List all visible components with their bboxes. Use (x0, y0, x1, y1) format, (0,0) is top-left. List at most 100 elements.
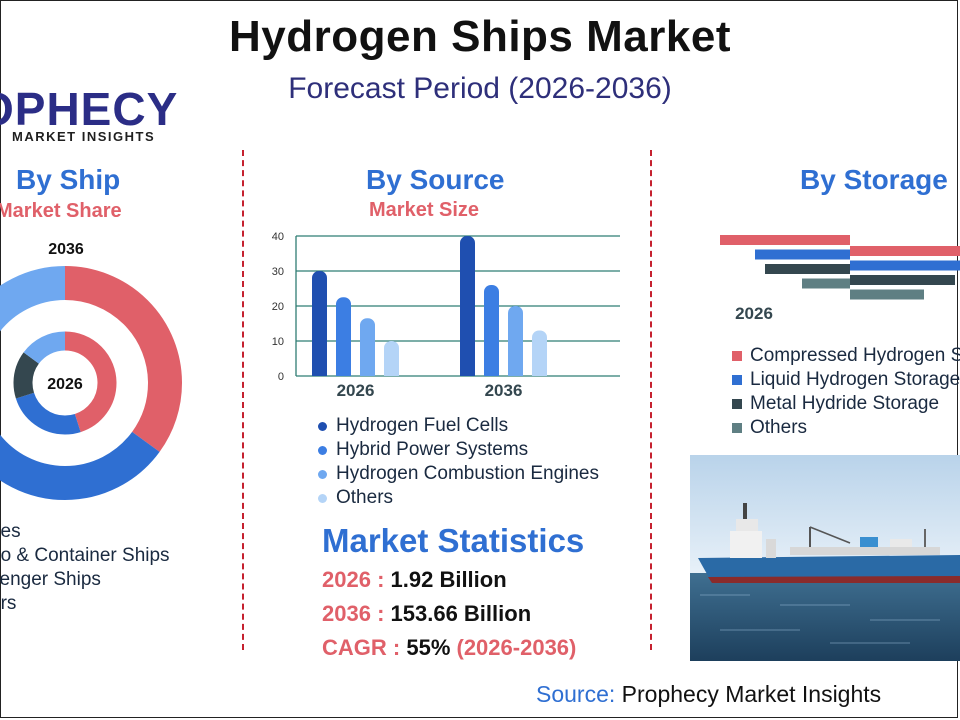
storage-legend-label: Liquid Hydrogen Storage (750, 369, 960, 390)
bar-base-2026-1 (312, 368, 327, 376)
donut-outer-year-label: 2036 (48, 241, 84, 258)
ship-legend-item: ers (0, 592, 170, 616)
stat-sep: : (386, 635, 407, 660)
source-legend-item: Others (318, 486, 599, 510)
stat-sep: : (370, 601, 391, 626)
ship-legend-item: go & Container Ships (0, 544, 170, 568)
storage-legend-item: Metal Hydride Storage (732, 392, 960, 416)
source-legend-item: Hydrogen Combustion Engines (318, 462, 599, 486)
source-legend-label: Hybrid Power Systems (336, 439, 529, 460)
market-statistics-title: Market Statistics (322, 522, 585, 559)
donut-segment-2036-2 (0, 266, 182, 500)
bar-2036-4 (532, 330, 547, 376)
ship-donut-chart: 2036 2026 (0, 241, 182, 500)
bar-2026-2 (336, 297, 351, 376)
logo-wordmark: OPHECY (0, 83, 179, 135)
storage-legend-swatch (732, 375, 742, 385)
bar-2036-2 (484, 285, 499, 376)
storage-bar-left-2 (755, 249, 850, 260)
source-credit: Source: Prophecy Market Insights (536, 681, 881, 708)
bar-base-2026-2 (336, 368, 351, 376)
ship-legend-label: senger Ships (0, 569, 101, 590)
donut-inner-year-label: 2026 (47, 376, 83, 393)
storage-legend-swatch (732, 351, 742, 361)
storage-bar-left-3 (765, 264, 850, 274)
source-legend-label: Others (336, 487, 394, 508)
bar-base-2036-1 (460, 368, 475, 376)
source-legend-swatch (318, 421, 327, 431)
donut-segment-2026-4 (13, 331, 117, 435)
by-ship-subheading: Market Share (0, 200, 122, 222)
storage-category-label: 2026 (735, 304, 773, 323)
storage-bar-right-2 (850, 260, 960, 271)
ship-photo (690, 455, 960, 661)
donut-segment-2036-4 (0, 266, 182, 500)
source-legend-item: Hybrid Power Systems (318, 438, 599, 462)
stat-key: 2026 (322, 567, 371, 592)
bar-base-2036-3 (508, 368, 523, 376)
ship-legend-label: go & Container Ships (0, 545, 170, 566)
storage-legend: Compressed Hydrogen Sto Liquid Hydrogen S… (732, 344, 960, 440)
bar-y-tick-label: 20 (272, 301, 284, 313)
bar-y-tick-label: 30 (272, 266, 284, 278)
section-divider-left (242, 150, 244, 650)
storage-legend-swatch (732, 423, 742, 433)
page-subtitle: Forecast Period (2026-2036) (288, 72, 672, 105)
ship-legend-item: ries (0, 520, 170, 544)
stat-sep: : (370, 567, 391, 592)
ship-legend: ries go & Container Ships senger Ships ers (0, 520, 170, 616)
stat-period: (2026-2036) (456, 635, 577, 660)
storage-legend-item: Others (732, 416, 960, 440)
bar-y-tick-label: 0 (278, 371, 284, 383)
section-divider-right (650, 150, 652, 650)
bar-y-tick-label: 40 (272, 231, 284, 243)
source-bar-chart: 0 10 20 30 40 2026 2036 (272, 231, 620, 400)
source-legend-label: Hydrogen Fuel Cells (336, 415, 509, 436)
bar-base-2036-4 (532, 368, 547, 376)
ship-legend-item: senger Ships (0, 568, 170, 592)
storage-legend-label: Compressed Hydrogen Sto (750, 345, 960, 366)
storage-bar-chart: 2026 (720, 235, 960, 323)
logo-tagline: MARKET INSIGHTS (12, 129, 156, 144)
storage-legend-swatch (732, 399, 742, 409)
storage-legend-label: Others (750, 417, 808, 438)
ship-legend-label: ers (0, 593, 17, 614)
bar-2036-3 (508, 306, 523, 376)
stat-value: 1.92 Billion (390, 567, 507, 592)
bar-y-tick-label: 10 (272, 336, 284, 348)
stat-key: 2036 (322, 601, 371, 626)
storage-bar-left-4 (802, 278, 850, 289)
bar-2026-1 (312, 271, 327, 376)
bar-2026-4 (384, 341, 399, 376)
donut-segment-2026-2 (13, 331, 117, 435)
storage-bar-left-1 (720, 235, 850, 245)
storage-bar-right-4 (850, 289, 924, 300)
source-legend-swatch (318, 445, 327, 455)
source-legend-swatch (318, 469, 327, 479)
source-legend: Hydrogen Fuel Cells Hybrid Power Systems H… (318, 414, 599, 510)
source-legend-label: Hydrogen Combustion Engines (336, 463, 599, 484)
bar-base-2026-4 (384, 368, 399, 376)
storage-legend-label: Metal Hydride Storage (750, 393, 940, 414)
ship-illustration-icon (690, 455, 960, 661)
ship-legend-label: ries (0, 521, 21, 542)
stat-row-2026: 2026 : 1.92 Billion (322, 567, 507, 593)
bar-category-label: 2026 (337, 381, 375, 400)
source-value: Prophecy Market Insights (621, 681, 882, 707)
bar-2036-1 (460, 236, 475, 376)
bar-base-2036-2 (484, 368, 499, 376)
by-source-heading: By Source (366, 164, 505, 195)
source-legend-item: Hydrogen Fuel Cells (318, 414, 599, 438)
bar-base-2026-3 (360, 368, 375, 376)
bar-2026-3 (360, 318, 375, 376)
donut-segment-2026-3 (13, 331, 117, 435)
by-source-subheading: Market Size (369, 199, 480, 221)
stat-value: 153.66 Billion (390, 601, 532, 626)
storage-legend-item: Liquid Hydrogen Storage (732, 368, 960, 392)
by-storage-heading: By Storage (800, 164, 948, 195)
stat-row-cagr: CAGR : 55% (2026-2036) (322, 635, 576, 661)
source-label: Source: (536, 681, 622, 707)
stat-row-2036: 2036 : 153.66 Billion (322, 601, 531, 627)
source-legend-swatch (318, 493, 327, 503)
